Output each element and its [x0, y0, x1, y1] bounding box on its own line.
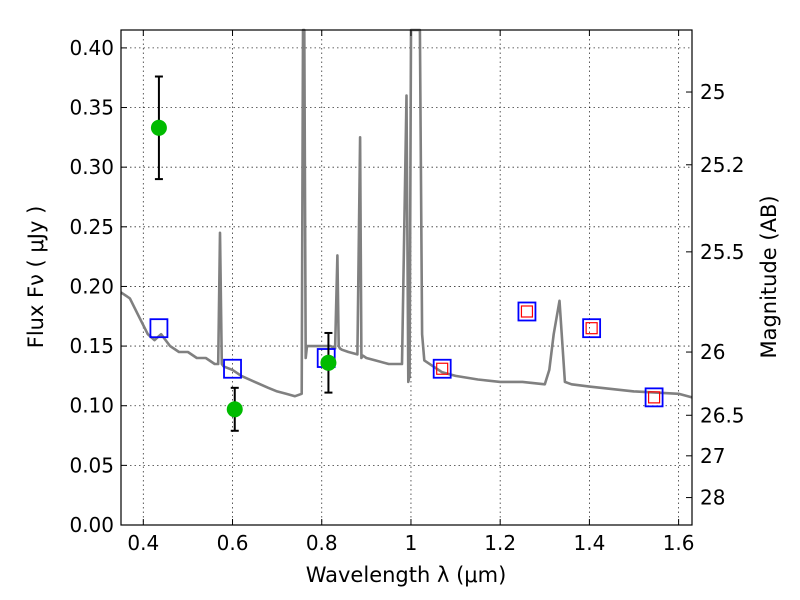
- right-tick-label: 25.5: [700, 240, 745, 264]
- x-tick-label: 0.8: [306, 531, 338, 555]
- axes-frame: [120, 29, 693, 526]
- ticks: 0.4 0.6 0.8 1 1.2 1.4 1.6 0.00 0.05 0.10 0.15 0.20 0…: [69, 30, 745, 555]
- y-tick-label: 0.00: [69, 513, 114, 537]
- x-tick-label: 1.4: [573, 531, 605, 555]
- plot-area: [120, 28, 693, 432]
- model-photometry-box: [223, 358, 242, 379]
- right-axis-label: Magnitude (AB): [757, 195, 781, 358]
- x-tick-label: 1: [405, 531, 418, 555]
- observed-point: [150, 119, 167, 136]
- x-axis-label: Wavelength λ (μm): [306, 563, 507, 587]
- model-photometry-box: [432, 358, 452, 379]
- y-tick-label: 0.05: [69, 453, 114, 477]
- observed-point: [226, 401, 243, 418]
- model-photometry-box: [149, 318, 169, 339]
- x-tick-label: 1.2: [484, 531, 516, 555]
- x-tick-label: 0.4: [127, 531, 159, 555]
- right-tick-label: 25.2: [700, 153, 745, 177]
- y-tick-label: 0.15: [69, 334, 114, 358]
- right-tick-label: 26: [700, 340, 725, 364]
- right-tick-label: 27: [700, 444, 725, 468]
- y-tick-label: 0.30: [69, 155, 114, 179]
- y-tick-label: 0.40: [69, 36, 114, 60]
- right-tick-label: 25: [700, 80, 725, 104]
- model-spectrum-line: [120, 28, 693, 399]
- model-photometry-box: [644, 387, 664, 408]
- x-tick-label: 1.6: [663, 531, 695, 555]
- model-photometry-inner-box: [436, 362, 449, 375]
- y-tick-label: 0.10: [69, 394, 114, 418]
- y-axis-label: Flux Fν ( μJy ): [24, 206, 48, 349]
- right-tick-label: 28: [700, 486, 725, 510]
- y-tick-label: 0.25: [69, 215, 114, 239]
- observed-point: [320, 354, 337, 371]
- model-photometry-inner-box: [585, 322, 598, 335]
- model-photometry-box: [517, 301, 537, 322]
- y-tick-label: 0.35: [69, 96, 114, 120]
- x-tick-label: 0.6: [217, 531, 249, 555]
- right-tick-label: 26.5: [700, 403, 745, 427]
- y-tick-label: 0.20: [69, 274, 114, 298]
- model-photometry-inner-box: [520, 305, 534, 318]
- model-photometry-box: [582, 318, 602, 339]
- model-photometry-inner-box: [647, 391, 661, 404]
